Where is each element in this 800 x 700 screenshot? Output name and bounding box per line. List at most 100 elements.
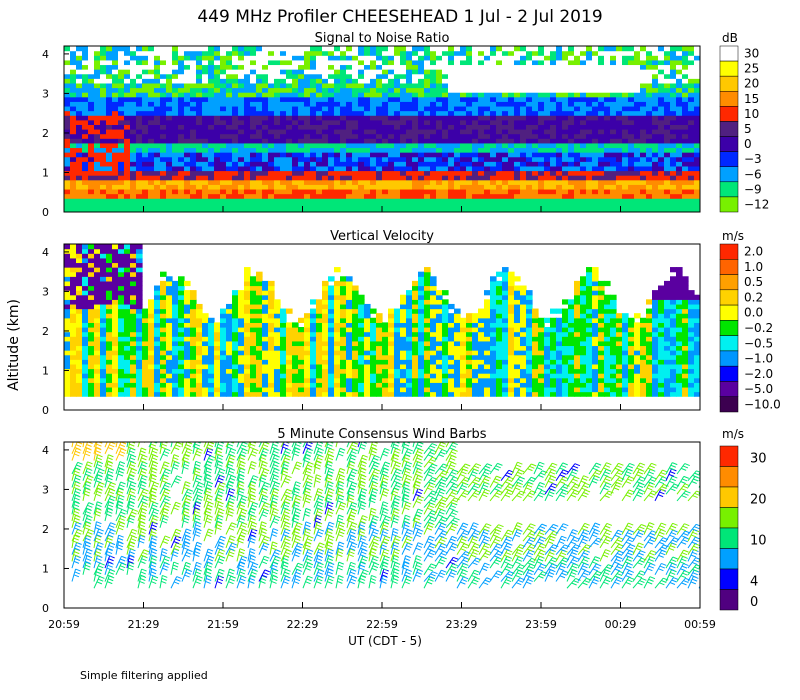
snr-cell xyxy=(130,64,137,70)
snr-cell xyxy=(568,193,575,199)
velocity-cell xyxy=(160,327,167,333)
snr-cell xyxy=(454,69,461,75)
snr-cell xyxy=(538,142,545,149)
velocity-cell xyxy=(94,271,101,277)
snr-cell xyxy=(436,188,443,195)
velocity-cell xyxy=(112,262,119,268)
snr-cell xyxy=(94,193,101,199)
snr-cell xyxy=(610,165,617,172)
snr-cell xyxy=(88,142,95,149)
velocity-cell xyxy=(112,391,119,397)
snr-cell xyxy=(556,133,563,139)
snr-cell xyxy=(238,175,245,181)
snr-cell xyxy=(538,165,545,172)
velocity-cell xyxy=(100,363,107,370)
velocity-cell xyxy=(148,331,155,337)
snr-cell xyxy=(640,92,647,98)
snr-cell xyxy=(370,82,377,89)
snr-cell xyxy=(304,161,311,167)
snr-cell xyxy=(526,156,533,162)
velocity-cell xyxy=(310,340,317,347)
snr-cell xyxy=(394,55,401,61)
velocity-cell xyxy=(310,350,317,356)
snr-cell xyxy=(190,124,197,130)
snr-cell xyxy=(298,193,305,199)
velocity-cell xyxy=(172,327,179,333)
snr-cell xyxy=(424,133,431,139)
snr-cell xyxy=(508,73,515,79)
snr-cell xyxy=(550,207,557,212)
snr-cell xyxy=(634,188,641,195)
velocity-cell xyxy=(304,382,311,388)
snr-cell xyxy=(640,119,647,125)
snr-cell xyxy=(328,161,335,167)
snr-cell xyxy=(622,129,629,135)
snr-cell xyxy=(508,55,515,61)
snr-cell xyxy=(208,50,215,56)
snr-cell xyxy=(616,87,623,93)
snr-cell xyxy=(268,64,275,70)
snr-cell xyxy=(322,115,329,121)
snr-cell xyxy=(166,179,173,185)
snr-cell xyxy=(664,156,671,162)
snr-cell xyxy=(406,82,413,89)
snr-cell xyxy=(532,64,539,70)
velocity-cell xyxy=(130,331,137,337)
velocity-cell xyxy=(82,262,89,268)
snr-cell xyxy=(280,138,287,144)
snr-cell xyxy=(538,115,545,121)
snr-cell xyxy=(460,64,467,70)
snr-cell xyxy=(118,69,125,75)
snr-cell xyxy=(166,165,173,172)
snr-cell xyxy=(586,138,593,144)
snr-cell xyxy=(556,82,563,89)
snr-cell xyxy=(520,133,527,139)
snr-cell xyxy=(640,165,647,172)
snr-cell xyxy=(220,133,227,139)
snr-cell xyxy=(682,87,689,93)
snr-cell xyxy=(262,170,269,176)
velocity-cell xyxy=(70,373,77,379)
velocity-cell xyxy=(202,317,209,323)
velocity-cell xyxy=(226,336,233,342)
snr-cell xyxy=(472,96,479,102)
snr-cell xyxy=(166,175,173,181)
velocity-cell xyxy=(118,257,125,264)
snr-cell xyxy=(592,55,599,61)
velocity-cell xyxy=(112,280,119,287)
snr-cell xyxy=(100,142,107,149)
velocity-cell xyxy=(316,303,323,310)
velocity-cell xyxy=(76,244,83,250)
velocity-cell xyxy=(148,354,155,360)
snr-cell xyxy=(520,101,527,107)
snr-cell xyxy=(166,193,173,199)
snr-cell xyxy=(658,110,665,116)
snr-cell xyxy=(76,50,83,56)
velocity-cell xyxy=(298,373,305,379)
snr-cell xyxy=(64,170,71,176)
snr-cell xyxy=(100,161,107,167)
snr-cell xyxy=(334,147,341,153)
snr-cell xyxy=(88,207,95,212)
snr-cell xyxy=(100,184,107,190)
snr-cell xyxy=(694,152,700,158)
snr-cell xyxy=(124,188,131,195)
snr-cell xyxy=(382,147,389,153)
snr-cell xyxy=(454,87,461,93)
snr-cell xyxy=(334,64,341,70)
snr-cell xyxy=(658,188,665,195)
snr-cell xyxy=(634,124,641,130)
velocity-cell xyxy=(112,373,119,379)
snr-cell xyxy=(616,142,623,149)
snr-cell xyxy=(688,69,695,75)
velocity-cell xyxy=(136,327,143,333)
snr-cell xyxy=(610,78,617,84)
velocity-cell xyxy=(190,377,197,383)
snr-cell xyxy=(292,129,299,135)
snr-cell xyxy=(682,59,689,66)
snr-cell xyxy=(232,78,239,84)
snr-cell xyxy=(508,50,515,56)
snr-cell xyxy=(394,69,401,75)
velocity-cell xyxy=(316,340,323,347)
snr-cell xyxy=(538,105,545,112)
